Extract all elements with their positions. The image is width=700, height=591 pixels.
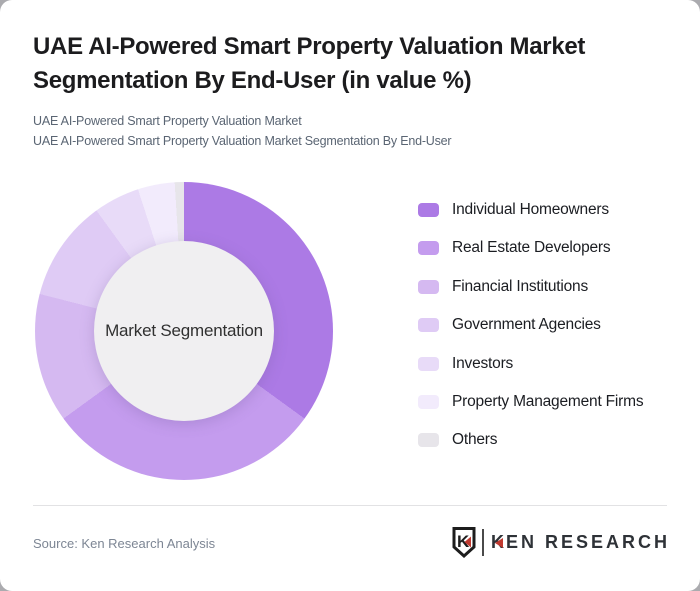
chart-subtitle-line-1: UAE AI-Powered Smart Property Valuation … xyxy=(33,114,302,128)
donut-center: Market Segmentation xyxy=(94,241,274,421)
legend-swatch xyxy=(418,394,439,409)
legend-label: Real Estate Developers xyxy=(452,239,611,257)
legend-label: Property Management Firms xyxy=(452,392,644,410)
legend-swatch xyxy=(418,241,439,256)
legend-item: Financial Institutions xyxy=(418,277,643,297)
source-text: Source: Ken Research Analysis xyxy=(33,536,216,551)
legend-label: Investors xyxy=(452,354,514,372)
logo-red-triangle-icon xyxy=(494,538,503,548)
chart-subtitle-line-2: UAE AI-Powered Smart Property Valuation … xyxy=(33,134,452,148)
legend-label: Individual Homeowners xyxy=(452,201,609,218)
legend-label: Government Agencies xyxy=(452,316,601,334)
chart-subtitle: UAE AI-Powered Smart Property Valuation … xyxy=(33,111,452,151)
legend-swatch xyxy=(418,433,439,448)
footer-divider xyxy=(33,505,667,506)
logo-divider xyxy=(481,529,484,556)
legend-swatch xyxy=(418,279,439,294)
donut-chart-area: Market Segmentation xyxy=(35,182,333,480)
legend-item: Others xyxy=(418,430,643,450)
ken-research-shield-icon: K xyxy=(452,527,476,558)
legend-swatch xyxy=(418,203,439,217)
svg-text:K: K xyxy=(457,532,470,551)
legend-swatch xyxy=(418,356,439,371)
legend-item: Real Estate Developers xyxy=(418,238,643,258)
legend-item: Property Management Firms xyxy=(418,392,644,412)
logo-wordmark-rest: EN RESEARCH xyxy=(505,532,670,552)
ken-research-logo: K KEN RESEARCH xyxy=(452,527,670,558)
legend-item: Investors xyxy=(418,354,643,374)
legend-swatch xyxy=(418,318,439,333)
donut-center-label: Market Segmentation xyxy=(105,321,263,340)
legend-label: Others xyxy=(452,431,498,449)
legend-item: Government Agencies xyxy=(418,315,643,335)
legend: Individual Homeowners Real Estate Develop… xyxy=(418,200,644,469)
legend-item: Individual Homeowners xyxy=(418,200,643,220)
logo-wordmark: KEN RESEARCH xyxy=(491,532,670,553)
chart-title: UAE AI-Powered Smart Property Valuation … xyxy=(33,33,586,94)
legend-label: Financial Institutions xyxy=(452,277,589,295)
